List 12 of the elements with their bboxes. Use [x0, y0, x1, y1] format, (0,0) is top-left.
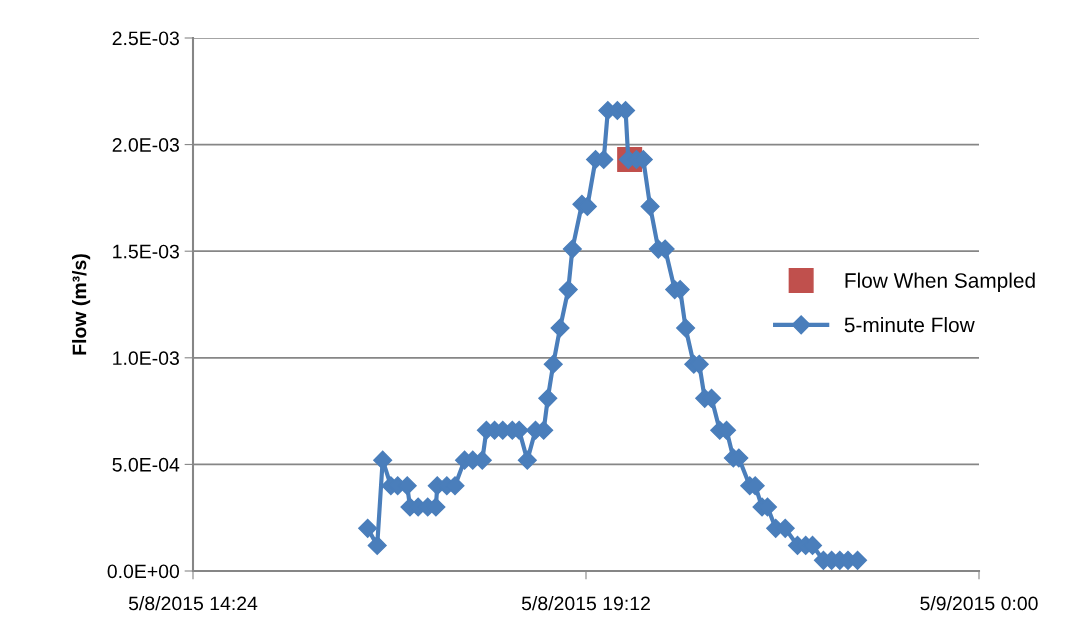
x-tick-label: 5/9/2015 0:00: [920, 596, 1038, 611]
y-tick-label: 5.0E-04: [112, 457, 180, 472]
y-tick-label: 2.0E-03: [112, 138, 179, 152]
legend-label: 5-minute Flow: [844, 317, 975, 333]
legend-label: Flow When Sampled: [845, 272, 1035, 292]
y-axis-title: Flow (m³/s): [72, 254, 91, 355]
x-tick-label: 5/8/2015 14:24: [128, 596, 258, 611]
y-tick-label: 0.0E+00: [107, 564, 180, 579]
y-tick-label: 1.0E-03: [113, 351, 179, 366]
y-tick-label: 2.5E-03: [112, 31, 179, 46]
x-tick-label: 5/8/2015 19:12: [521, 596, 650, 611]
y-tick-label: 1.5E-03: [113, 244, 179, 259]
